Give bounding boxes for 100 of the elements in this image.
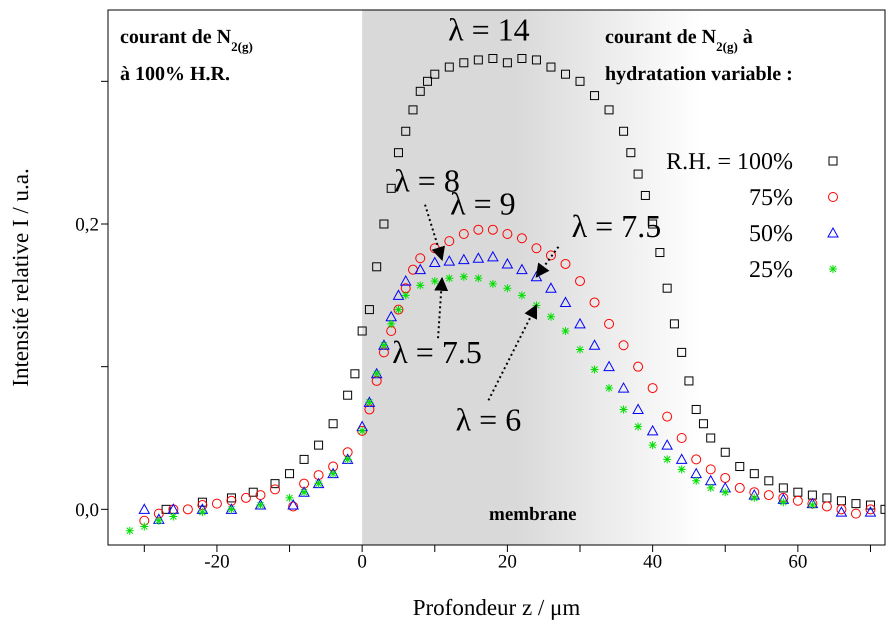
point <box>300 454 309 464</box>
point <box>472 252 484 263</box>
y-tick-label: 0,2 <box>75 214 99 236</box>
point <box>154 508 164 519</box>
point <box>706 464 716 474</box>
point <box>691 454 702 464</box>
point <box>546 312 556 322</box>
point <box>866 500 875 510</box>
point <box>662 284 672 293</box>
point <box>734 482 745 493</box>
point <box>429 257 440 268</box>
annotation: hydratation variable : <box>605 63 793 85</box>
point <box>473 224 484 235</box>
point <box>285 493 294 502</box>
point <box>633 362 644 372</box>
point <box>626 148 636 158</box>
annotation: à 100% H.R. <box>120 63 230 85</box>
legend-label: 75% <box>749 185 793 211</box>
point <box>502 258 513 268</box>
point <box>604 361 615 372</box>
point <box>589 340 600 350</box>
point <box>530 271 542 282</box>
point <box>676 454 688 464</box>
point <box>487 251 498 262</box>
point <box>604 105 614 114</box>
point <box>444 274 454 283</box>
point <box>532 300 541 310</box>
point <box>851 499 860 508</box>
point <box>720 472 730 483</box>
point <box>647 425 658 436</box>
point <box>401 290 410 300</box>
point <box>546 250 556 260</box>
point <box>416 280 425 290</box>
point <box>270 479 280 488</box>
point <box>196 504 208 514</box>
point <box>270 484 280 494</box>
point <box>372 262 382 272</box>
point <box>618 382 630 393</box>
point <box>836 496 846 506</box>
x-tick-label: 0 <box>357 551 367 572</box>
band-label: membrane <box>489 504 577 525</box>
point <box>865 504 876 514</box>
point <box>364 305 374 314</box>
point <box>655 248 664 258</box>
annotation: λ = 7.5 <box>392 334 482 370</box>
point <box>154 516 164 526</box>
point <box>516 264 528 274</box>
point <box>414 264 426 274</box>
point <box>162 504 171 514</box>
annotation: courant de N$_{2(g)}$ <box>120 26 253 54</box>
x-tick-label: -20 <box>204 551 230 572</box>
point <box>255 490 266 500</box>
point <box>182 504 193 514</box>
point <box>560 326 570 336</box>
point <box>778 498 788 507</box>
point <box>240 492 251 503</box>
point <box>560 258 570 269</box>
point <box>400 276 412 286</box>
point <box>378 347 389 358</box>
point <box>459 272 468 282</box>
point <box>430 70 440 79</box>
point <box>648 383 658 394</box>
x-tick-label: 20 <box>498 551 517 572</box>
point <box>516 233 527 244</box>
point <box>364 404 374 414</box>
point <box>619 126 628 136</box>
point <box>328 419 338 428</box>
point <box>836 504 846 514</box>
point <box>662 440 673 450</box>
point <box>488 279 498 288</box>
point <box>632 404 644 414</box>
point <box>792 496 803 506</box>
legend-label: R.H. = 100% <box>666 149 793 175</box>
point <box>648 440 658 450</box>
point <box>532 55 541 64</box>
y-tick-label: 0,0 <box>75 500 99 522</box>
legend-label: 25% <box>749 257 793 283</box>
point <box>430 276 440 286</box>
point <box>226 493 236 502</box>
point <box>748 490 760 500</box>
point <box>750 469 759 478</box>
point <box>343 390 352 400</box>
point <box>386 326 396 336</box>
point <box>379 220 388 228</box>
point <box>386 311 397 322</box>
point <box>408 264 418 275</box>
point <box>764 490 774 500</box>
point <box>386 184 396 193</box>
point <box>850 508 861 519</box>
point <box>458 228 469 239</box>
point <box>822 493 832 502</box>
point <box>545 282 556 293</box>
point <box>488 54 498 64</box>
x-tick-label: 60 <box>788 551 808 572</box>
point <box>502 284 512 293</box>
point <box>198 508 207 517</box>
point <box>619 404 628 414</box>
point <box>720 488 730 497</box>
point <box>139 516 150 526</box>
point <box>778 483 788 492</box>
